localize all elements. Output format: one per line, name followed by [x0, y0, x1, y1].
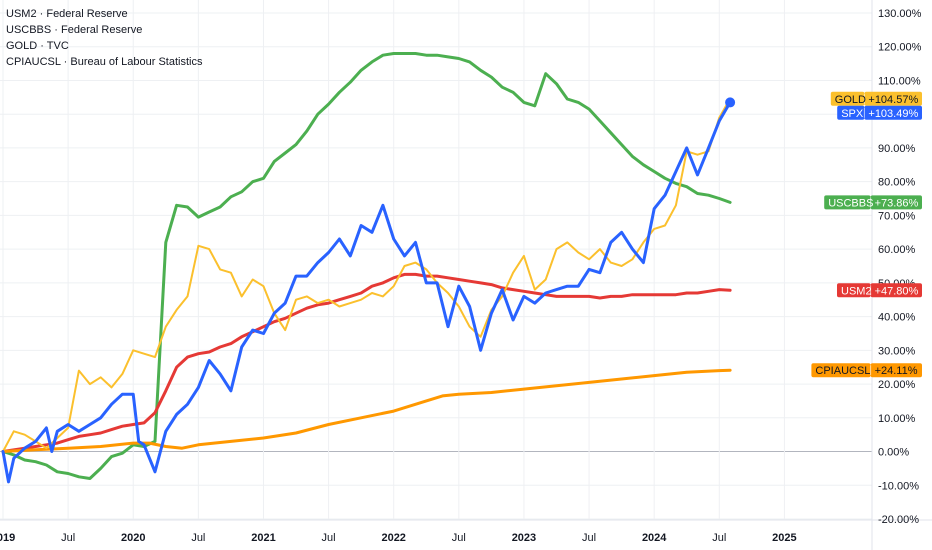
legend-item-cpiaucsl[interactable]: CPIAUCSL · Bureau of Labour Statistics: [6, 56, 203, 68]
legend-symbol: CPIAUCSL: [6, 56, 61, 68]
legend-item-gold[interactable]: GOLD · TVC: [6, 40, 69, 52]
price-tag-symbol: SPX: [841, 108, 864, 120]
legend-source: Federal Reserve: [46, 8, 128, 20]
legend-symbol: USM2: [6, 8, 37, 20]
series-lines: [1, 52, 736, 484]
price-tag-spx[interactable]: SPX +103.49%: [837, 105, 922, 120]
y-tick-label: 120.00%: [878, 42, 922, 54]
price-tag-uscbbs[interactable]: USCBBS +73.86%: [824, 195, 922, 210]
price-tag-cpiaucsl[interactable]: CPIAUCSL +24.11%: [811, 363, 922, 378]
legend-item-usm2[interactable]: USM2 · Federal Reserve: [6, 8, 128, 20]
price-tag-value-bg: [870, 195, 922, 210]
price-tag-symbol-bg: [811, 363, 871, 378]
x-tick-label: Jul: [452, 532, 466, 544]
price-tag-value-bg: [870, 363, 922, 378]
y-tick-label: 10.00%: [878, 413, 916, 425]
y-tick-label: 90.00%: [878, 143, 916, 155]
y-tick-label: 30.00%: [878, 345, 916, 357]
price-tag-symbol-bg: [830, 91, 865, 106]
y-tick-label: 130.00%: [878, 8, 922, 20]
legend-source: Bureau of Labour Statistics: [70, 56, 203, 68]
price-tag-value: +104.57%: [868, 94, 918, 106]
legend-item-uscbbs[interactable]: USCBBS · Federal Reserve: [6, 24, 143, 36]
price-tag-symbol-bg: [824, 195, 871, 210]
price-tag-usm2[interactable]: USM2 +47.80%: [837, 283, 922, 298]
price-tag-value: +47.80%: [875, 285, 919, 297]
x-tick-label: 2019: [0, 532, 15, 544]
price-tag-gold[interactable]: GOLD +104.57%: [830, 91, 922, 106]
x-tick-label: Jul: [582, 532, 596, 544]
series-line-uscbbs[interactable]: [1, 52, 732, 480]
y-tick-label: -10.00%: [878, 480, 919, 492]
price-tag-symbol: GOLD: [835, 94, 866, 106]
y-tick-label: 0.00%: [878, 447, 909, 459]
x-tick-label: 2024: [642, 532, 667, 544]
price-tag-value: +24.11%: [875, 365, 918, 377]
series-line-cpiaucsl[interactable]: [1, 368, 732, 453]
series-line-spx[interactable]: [1, 100, 732, 484]
legend-symbol: USCBBS: [6, 24, 52, 36]
legend-source: TVC: [46, 40, 69, 52]
y-tick-label: 70.00%: [878, 210, 916, 222]
price-tag-value-bg: [864, 105, 922, 120]
x-tick-label: 2020: [121, 532, 145, 544]
price-tag-symbol: CPIAUCSL: [815, 365, 870, 377]
series-line-gold[interactable]: [2, 97, 732, 453]
x-tick-label: 2022: [381, 532, 405, 544]
x-tick-label: 2025: [772, 532, 796, 544]
x-tick-label: Jul: [712, 532, 726, 544]
series-line-usm2[interactable]: [1, 272, 732, 453]
y-axis[interactable]: 130.00%120.00%110.00%100.00%90.00%80.00%…: [878, 8, 922, 526]
legend: USM2 · Federal Reserve USCBBS · Federal …: [6, 6, 202, 70]
price-tag-value: +103.49%: [868, 108, 918, 120]
price-tags: GOLD +104.57% SPX +103.49% USCBBS +73.86% USM2…: [811, 91, 922, 378]
price-tag-value-bg: [864, 91, 922, 106]
price-tag-symbol-bg: [837, 105, 865, 120]
x-tick-label: Jul: [322, 532, 336, 544]
x-tick-label: Jul: [191, 532, 205, 544]
y-tick-label: 40.00%: [878, 312, 916, 324]
y-tick-label: 20.00%: [878, 379, 916, 391]
y-tick-label: -20.00%: [878, 514, 919, 526]
y-tick-label: 80.00%: [878, 177, 916, 189]
legend-symbol: GOLD: [6, 40, 38, 52]
x-tick-label: Jul: [61, 532, 75, 544]
x-axis[interactable]: 2019 Jul 2020 Jul 2021 Jul 2022 Jul 2023 Jul 2024 J…: [0, 532, 797, 544]
price-tag-symbol: USM2: [841, 285, 872, 297]
price-tag-value-bg: [870, 283, 922, 298]
x-tick-label: 2021: [251, 532, 275, 544]
last-value-marker[interactable]: [725, 97, 736, 108]
y-tick-label: 60.00%: [878, 244, 916, 256]
x-tick-label: 2023: [512, 532, 536, 544]
price-tag-symbol-bg: [837, 283, 871, 298]
y-tick-label: 110.00%: [878, 75, 921, 87]
price-tag-symbol: USCBBS: [828, 197, 873, 209]
legend-source: Federal Reserve: [61, 24, 143, 36]
price-tag-value: +73.86%: [875, 197, 919, 209]
